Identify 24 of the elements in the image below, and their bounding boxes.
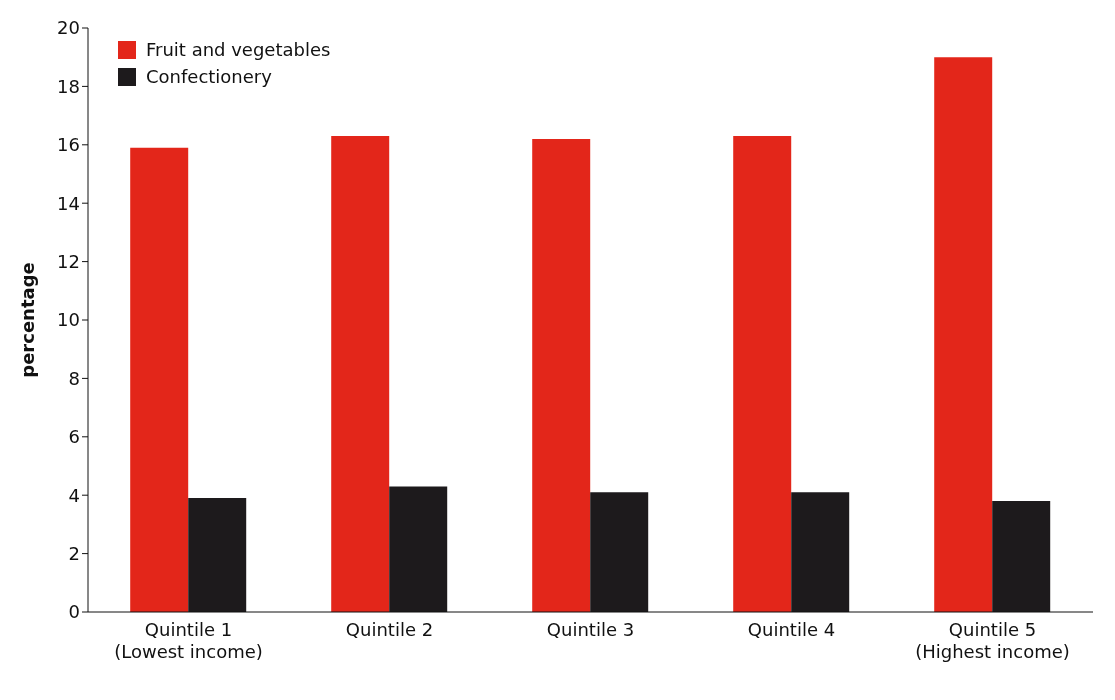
y-tick-label: 6 <box>68 426 80 448</box>
bar <box>532 138 591 612</box>
y-axis-title: percentage <box>17 262 39 378</box>
bar <box>331 136 390 612</box>
y-tick-label: 12 <box>57 250 80 272</box>
bar <box>130 147 189 612</box>
y-tick-label: 0 <box>68 601 80 623</box>
y-tick-label: 14 <box>57 192 80 214</box>
bar <box>733 136 792 612</box>
legend-label: Fruit and vegetables <box>146 38 331 62</box>
y-tick-label: 16 <box>57 134 80 156</box>
x-tick-label: Quintile 3 <box>546 619 635 640</box>
y-tick-label: 10 <box>57 309 80 331</box>
y-tick-label: 2 <box>68 542 80 564</box>
y-tick-label: 20 <box>57 17 80 39</box>
x-tick-label: Quintile 2 <box>345 619 434 640</box>
x-tick-label: Quintile 5 (Highest income) <box>915 619 1070 662</box>
y-tick-label: 18 <box>57 75 80 97</box>
y-tick-label: 4 <box>68 484 80 506</box>
x-tick-label: Quintile 4 <box>747 619 836 640</box>
y-tick-label: 8 <box>68 367 80 389</box>
x-tick-label: Quintile 1 (Lowest income) <box>114 619 263 662</box>
legend-label: Confectionery <box>146 65 272 89</box>
bar <box>934 57 993 612</box>
